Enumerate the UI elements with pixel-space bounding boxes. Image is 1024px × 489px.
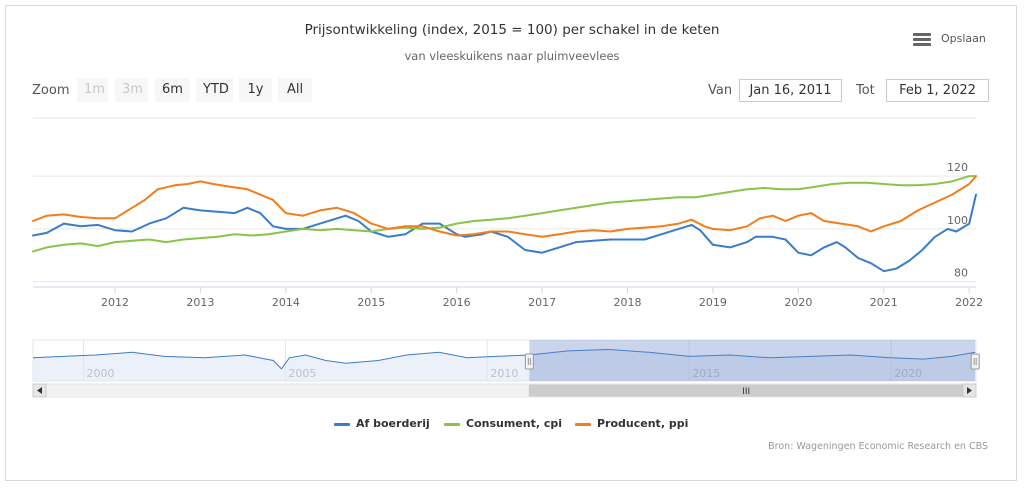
zoom-3m-button[interactable]: 3m bbox=[115, 78, 148, 102]
navigator-handle-right[interactable] bbox=[970, 353, 980, 370]
series-line-consument-cpi bbox=[32, 175, 977, 253]
x-tick-label-2020: 2020 bbox=[784, 296, 812, 309]
legend-label-producent: Producent, ppi bbox=[597, 417, 689, 430]
x-tick-label-2016: 2016 bbox=[443, 296, 471, 309]
navigator-series-area bbox=[33, 349, 976, 381]
zoom-label: Zoom bbox=[32, 83, 70, 98]
x-tick-label-2012: 2012 bbox=[101, 296, 129, 309]
zoom-1y-button[interactable]: 1y bbox=[239, 78, 272, 102]
export-menu-button[interactable]: Opslaan bbox=[913, 32, 1009, 48]
scrollbar-right-button[interactable] bbox=[962, 383, 977, 398]
from-date-input[interactable]: Jan 16, 2011 bbox=[739, 79, 842, 102]
to-date-input[interactable]: Feb 1, 2022 bbox=[886, 79, 989, 102]
x-tick-label-2018: 2018 bbox=[614, 296, 642, 309]
zoom-ytd-button[interactable]: YTD bbox=[196, 78, 233, 102]
navigator-series-line bbox=[32, 348, 976, 370]
chart-title: Prijsontwikkeling (index, 2015 = 100) pe… bbox=[304, 22, 720, 38]
scrollbar-grip-icon: III bbox=[742, 387, 750, 397]
to-label: Tot bbox=[856, 83, 875, 98]
x-tick-label-2015: 2015 bbox=[357, 296, 385, 309]
x-tick-label-2021: 2021 bbox=[870, 296, 898, 309]
y-tick-label-100: 100 bbox=[947, 214, 968, 227]
legend-swatch-producent bbox=[575, 423, 591, 426]
navigator-selected-mask[interactable] bbox=[529, 340, 976, 381]
credits-text: Bron: Wageningen Economic Research en CB… bbox=[768, 441, 988, 452]
legend-swatch-af-boerderij bbox=[334, 423, 350, 426]
chart-subtitle: van vleeskuikens naar pluimveevlees bbox=[404, 49, 620, 63]
scrollbar-thumb[interactable] bbox=[528, 384, 964, 397]
chevron-left-icon bbox=[37, 387, 42, 394]
chevron-right-icon bbox=[967, 387, 972, 394]
navigator-handle-box[interactable] bbox=[970, 353, 980, 370]
series-line-producent-ppi bbox=[32, 175, 977, 238]
legend-label-af-boerderij: Af boerderij bbox=[356, 417, 430, 430]
y-tick-label-120: 120 bbox=[947, 161, 968, 174]
x-tick-label-2017: 2017 bbox=[528, 296, 556, 309]
from-label: Van bbox=[708, 83, 733, 98]
series-line-af-boerderij bbox=[32, 193, 977, 273]
export-menu-label: Opslaan bbox=[941, 32, 986, 45]
hamburger-menu-icon bbox=[913, 33, 931, 47]
zoom-1m-button[interactable]: 1m bbox=[77, 78, 108, 102]
legend-label-consument: Consument, cpi bbox=[466, 417, 563, 430]
y-tick-label-80: 80 bbox=[954, 267, 968, 280]
x-tick-label-2019: 2019 bbox=[699, 296, 727, 309]
x-tick-label-2022: 2022 bbox=[955, 296, 983, 309]
scrollbar-left-button[interactable] bbox=[32, 383, 47, 398]
navigator-handle-box[interactable] bbox=[524, 353, 534, 370]
x-tick-label-2013: 2013 bbox=[186, 296, 214, 309]
navigator-handle-left[interactable] bbox=[524, 353, 534, 370]
zoom-6m-button[interactable]: 6m bbox=[155, 78, 190, 102]
x-tick-label-2014: 2014 bbox=[272, 296, 300, 309]
zoom-all-button[interactable]: All bbox=[278, 78, 312, 102]
legend-swatch-consument bbox=[444, 423, 460, 426]
